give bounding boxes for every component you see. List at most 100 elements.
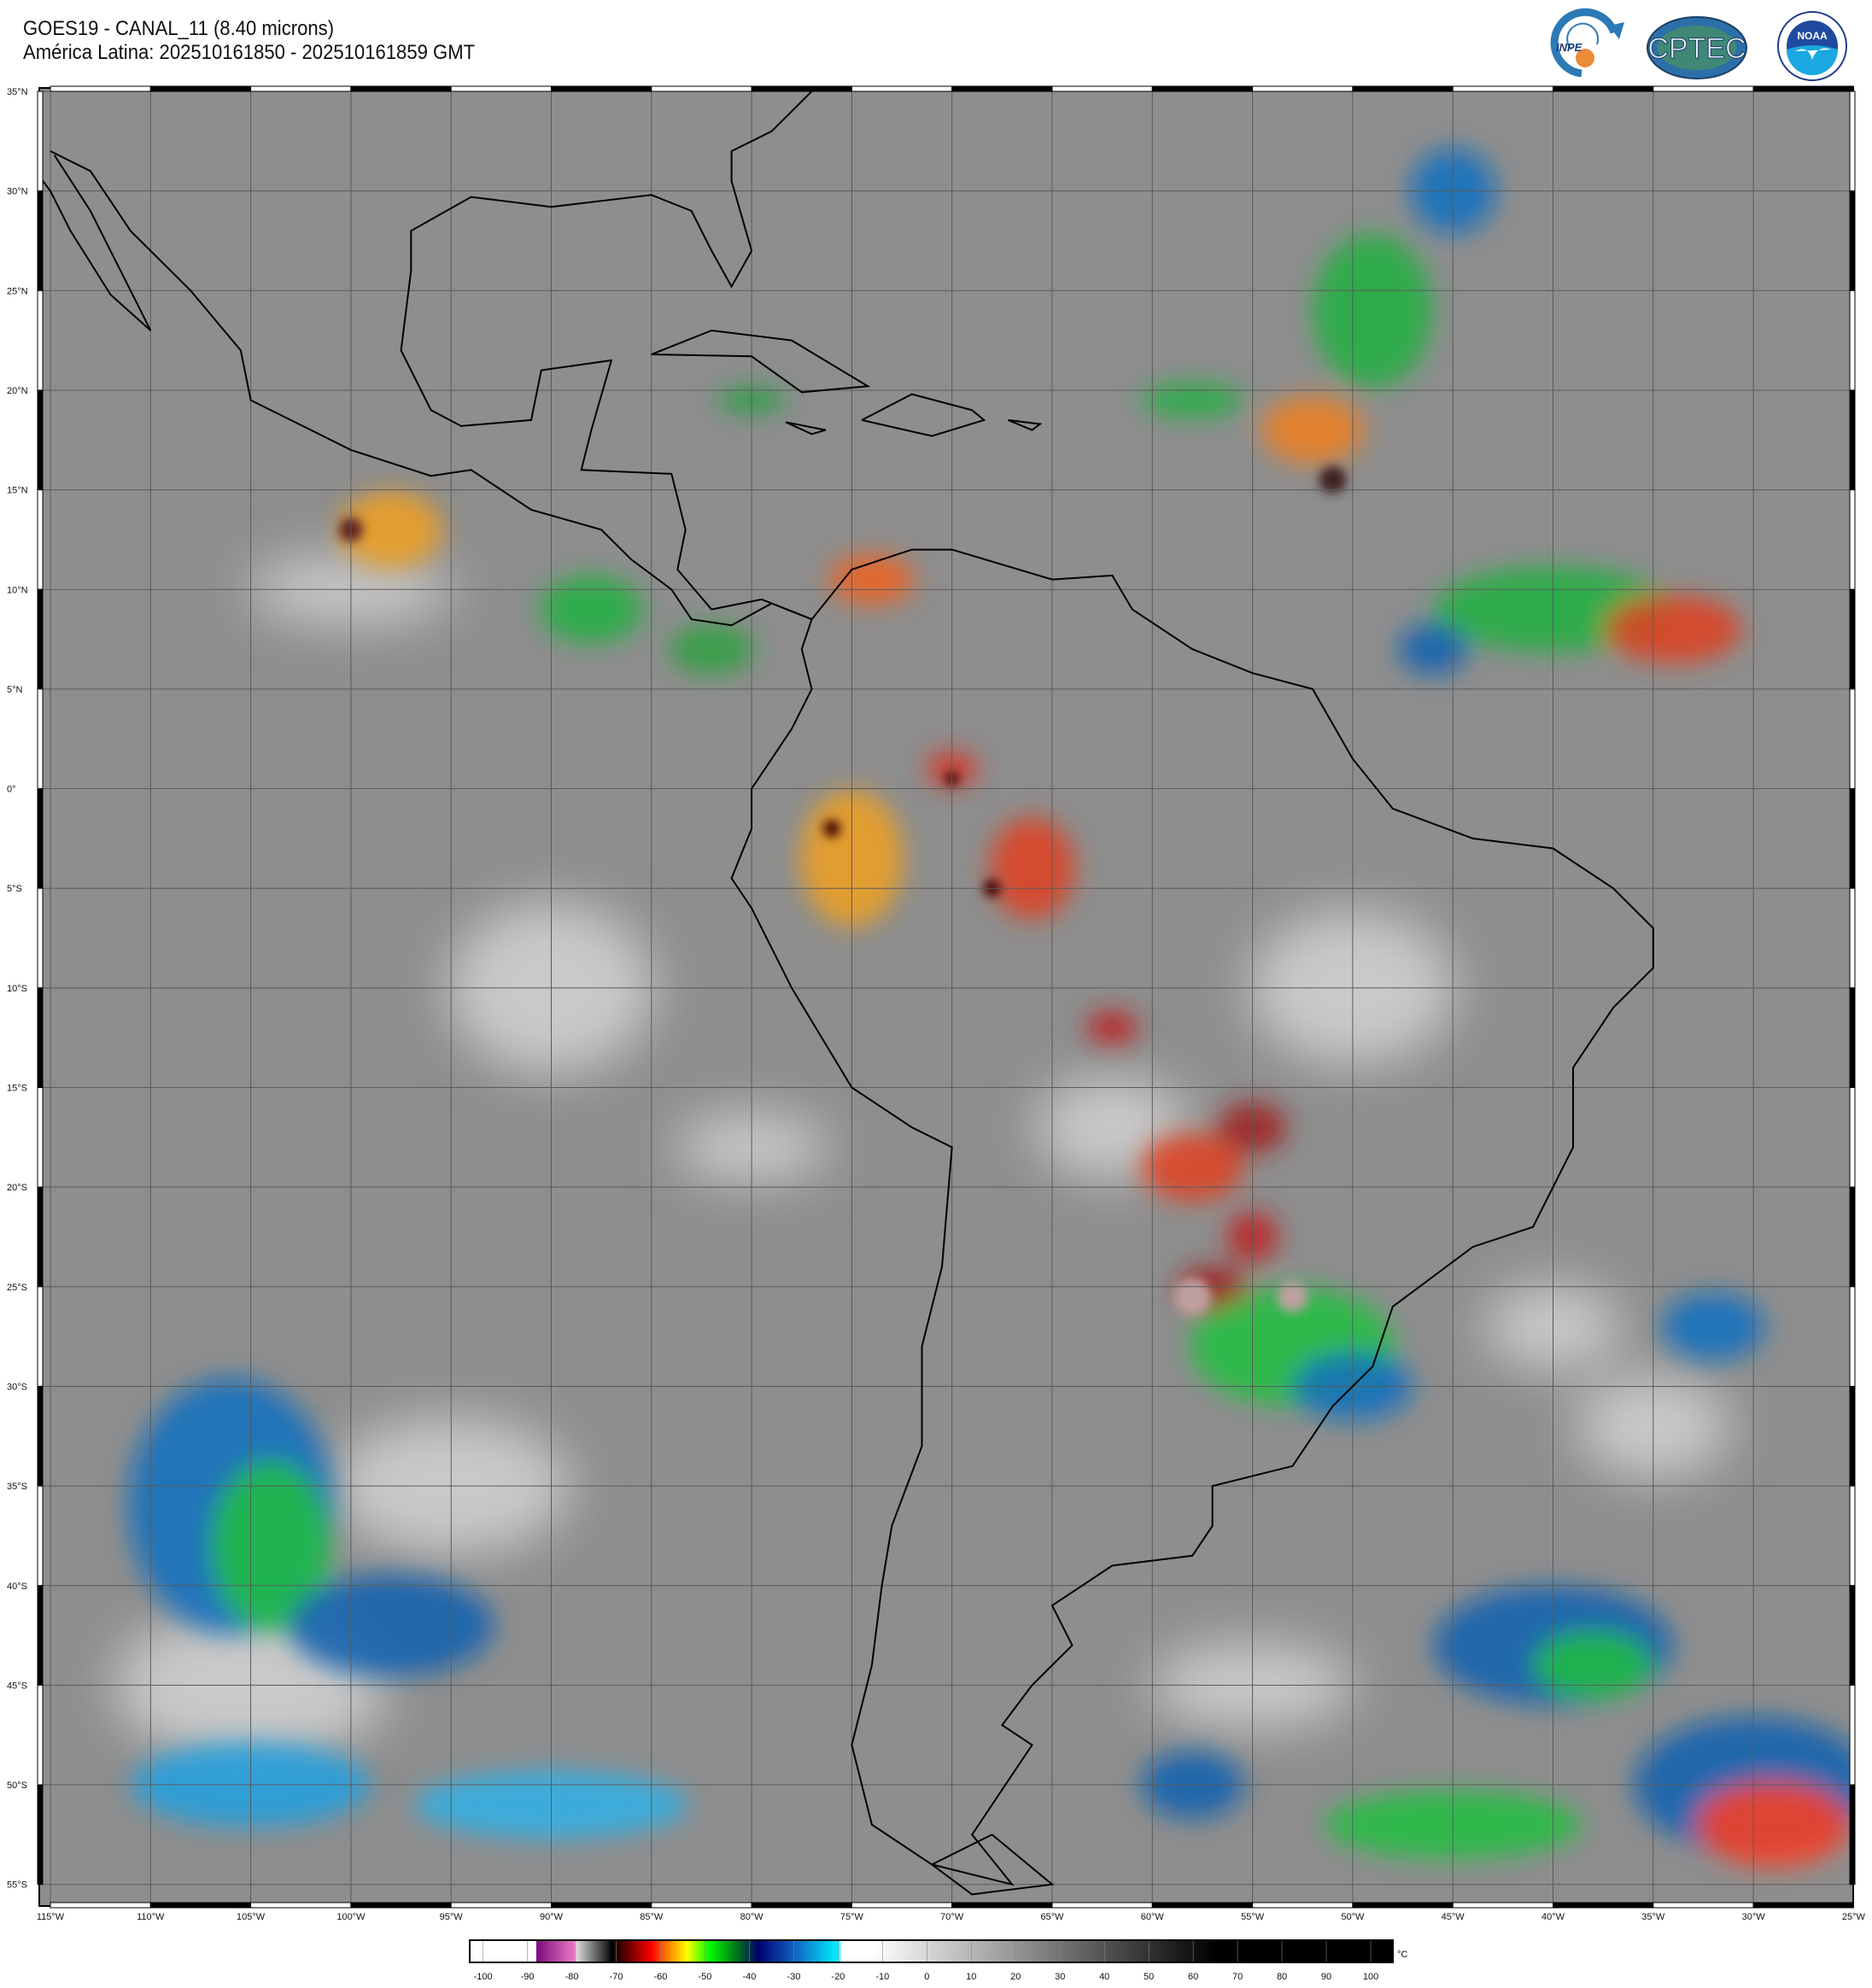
cloud-blob [828,553,915,605]
lat-label: 20°S [7,1183,27,1193]
latitude-labels: 35°N 30°N 25°N 20°N 15°N 10°N 5°N 0° 5°S 10°S 15°S… [7,87,28,1891]
lon-label: 55°W [1241,1912,1265,1922]
frame-segment [1653,1902,1754,1909]
frame-segment [1849,987,1856,1088]
colorbar-tick-label: -40 [742,1972,756,1982]
lat-label: 0° [7,785,16,795]
lon-label: 90°W [540,1912,564,1922]
frame-segment [1849,1585,1856,1686]
lon-label: 80°W [740,1912,764,1922]
lat-label: 25°S [7,1283,27,1293]
frame-segment [1553,1902,1654,1909]
frame-segment [1849,588,1856,690]
frame-segment [1252,85,1354,92]
frame-segment [37,1585,44,1686]
coastline [400,91,813,621]
frame-segment [1452,85,1553,92]
frame-segment [951,1902,1053,1909]
frame-segment [1849,190,1856,291]
frame-segment [1252,1902,1354,1909]
lat-label: 45°S [7,1681,27,1691]
frame-segment [1849,389,1856,491]
frame-segment [37,1286,44,1387]
colorbar-tick-label: -50 [698,1972,711,1982]
cloud-blob [1605,594,1742,664]
lat-label: 35°N [7,87,28,97]
lat-label: 50°S [7,1780,27,1791]
frame-segment [37,1784,44,1886]
frame-segment [37,91,44,192]
coastlines [39,91,1654,1896]
frame-segment [1849,1186,1856,1288]
frame-segment [1849,1385,1856,1487]
frame-segment [1849,1087,1856,1188]
frame-segment [1051,1902,1153,1909]
lat-label: 10°S [7,984,27,994]
frame-segment [1849,1784,1856,1886]
colorbar-unit: °C [1397,1950,1407,1960]
cloud-layer-cores [338,465,1347,1316]
colorbar-tick-label: -20 [831,1972,845,1982]
lat-label: 40°S [7,1582,27,1592]
frame-segment [37,1087,44,1188]
cloud-blob [669,623,755,675]
frame-segment [1452,1902,1553,1909]
colorbar-tick-label: 30 [1055,1972,1065,1982]
colorbar-gradient [469,1939,1394,1963]
lon-label: 60°W [1141,1912,1165,1922]
cloud-blob [1533,1631,1653,1700]
colorbar-tick-label: -90 [521,1972,535,1982]
lon-label: 115°W [37,1912,65,1922]
frame-segment [851,85,953,92]
frame-segment [1151,1902,1254,1909]
cloud-layer-cold-tops [128,148,1853,1868]
frame-segment [1849,1485,1856,1587]
colorbar-tick-label: 20 [1010,1972,1021,1982]
cptec-logo: CPTEC [1647,16,1747,79]
cloud-blob [339,491,442,569]
coastline [39,155,152,331]
storm-core [1277,1281,1308,1313]
frame-segment [149,85,252,92]
colorbar-tick-label: 60 [1188,1972,1198,1982]
lat-label: 30°N [7,187,28,197]
frame-segment [1151,85,1254,92]
lon-label: 105°W [237,1912,266,1922]
lat-label: 55°S [7,1880,27,1891]
frame-segment [37,1684,44,1786]
coastline [785,421,827,436]
frame-segment [37,1485,44,1587]
noaa-logo: NOAA [1777,11,1847,81]
coastline [730,548,1654,1886]
cloud-blob [1141,1132,1244,1202]
coastline [930,1833,1055,1896]
map-frame [37,85,1856,1909]
frame-segment [37,1385,44,1487]
coastline [50,150,812,627]
lat-label: 35°S [7,1482,27,1492]
frame-segment [50,85,151,92]
frame-segment [1849,489,1856,590]
frame-segment [37,289,44,391]
frame-segment [149,1902,252,1909]
cloud-blob [1261,395,1364,465]
frame-segment [551,1902,652,1909]
frame-segment [37,688,44,790]
frame-segment [1752,85,1854,92]
colorbar-tick-label: -10 [875,1972,889,1982]
cloud-blob [1086,1010,1138,1045]
frame-segment [1849,688,1856,790]
frame-segment [350,85,452,92]
cptec-logo-text: CPTEC [1647,32,1746,65]
noaa-logo-text: NOAA [1797,30,1828,42]
lat-label: 5°S [7,884,22,894]
image-title: GOES19 - CANAL_11 (8.40 microns) [23,17,335,40]
colorbar-tick-label: 100 [1363,1972,1378,1982]
frame-segment [951,85,1053,92]
coastline [651,329,871,394]
frame-segment [350,1902,452,1909]
coastline [1008,418,1043,431]
inpe-logo-text: INPE [1556,41,1582,54]
frame-segment [1849,289,1856,391]
